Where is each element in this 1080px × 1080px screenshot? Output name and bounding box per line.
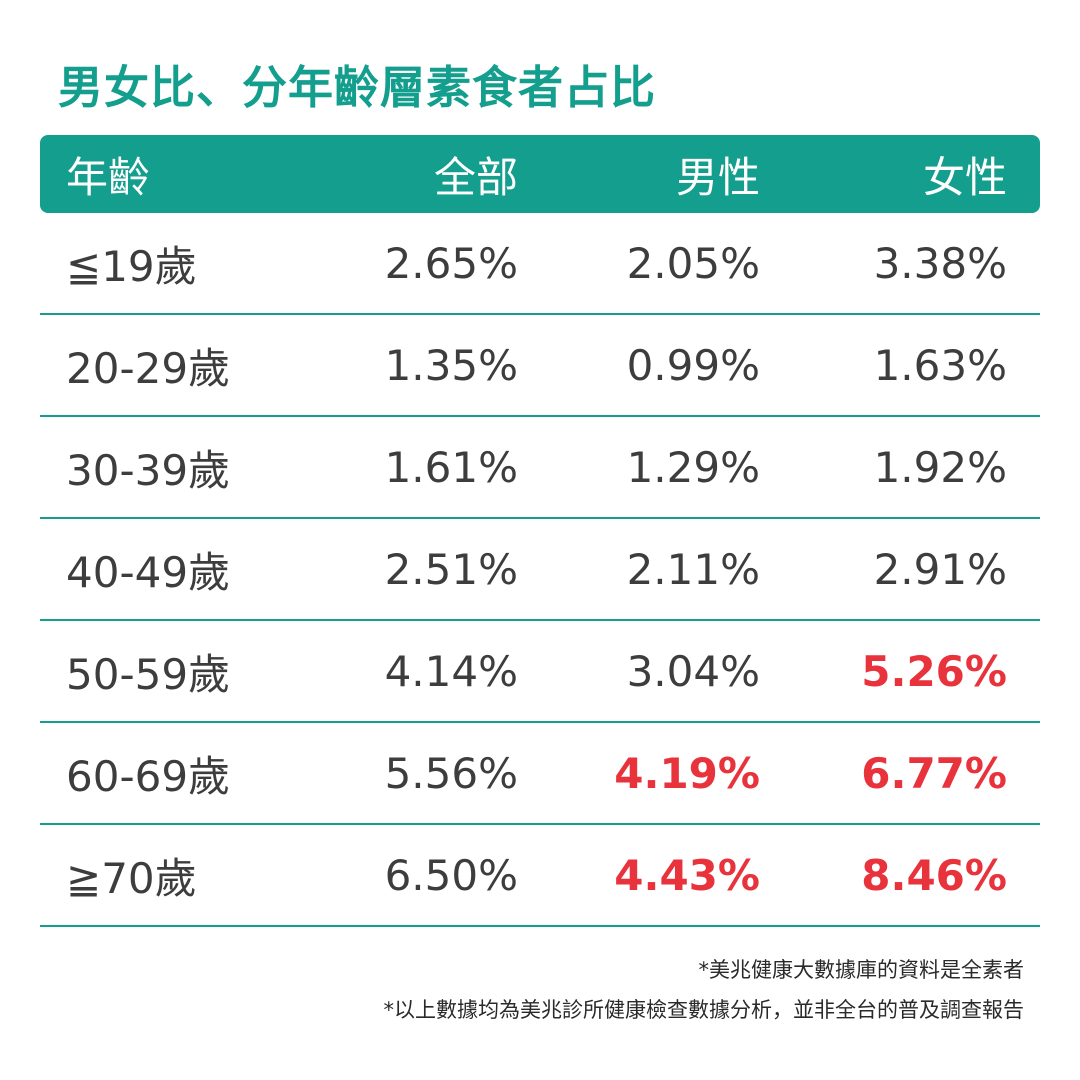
- all-value-cell: 2.65%: [384, 238, 518, 288]
- male-value-cell: 3.04%: [626, 646, 760, 696]
- chart-title: 男女比、分年齡層素食者占比: [58, 61, 657, 114]
- age-cell: 50-59歲: [66, 649, 231, 699]
- age-cell: ≧70歲: [66, 853, 197, 903]
- age-cell: 30-39歲: [66, 445, 231, 495]
- male-value-cell: 4.43%: [614, 850, 760, 900]
- table-row: 40-49歲 2.51% 2.11% 2.91%: [40, 519, 1040, 621]
- male-value-cell: 1.29%: [626, 442, 760, 492]
- all-value-cell: 6.50%: [384, 850, 518, 900]
- table-row: 50-59歲 4.14% 3.04% 5.26%: [40, 621, 1040, 723]
- column-header-male: 男性: [675, 152, 760, 202]
- column-header-age: 年齡: [66, 152, 151, 202]
- age-cell: 20-29歲: [66, 343, 231, 393]
- table-header: 年齡 全部 男性 女性: [40, 135, 1040, 213]
- age-cell: 40-49歲: [66, 547, 231, 597]
- column-header-all: 全部: [433, 152, 518, 202]
- table-row: 20-29歲 1.35% 0.99% 1.63%: [40, 315, 1040, 417]
- data-table: 年齡 全部 男性 女性 ≦19歲 2.65% 2.05% 3.38% 20-29…: [40, 135, 1040, 927]
- female-value-cell: 1.63%: [873, 340, 1007, 390]
- age-cell: ≦19歲: [66, 241, 197, 291]
- male-value-cell: 2.05%: [626, 238, 760, 288]
- female-value-cell: 6.77%: [861, 748, 1007, 798]
- table-row: 30-39歲 1.61% 1.29% 1.92%: [40, 417, 1040, 519]
- female-value-cell: 5.26%: [861, 646, 1007, 696]
- column-header-female: 女性: [922, 152, 1007, 202]
- footnote: *美兆健康大數據庫的資料是全素者: [698, 958, 1025, 982]
- female-value-cell: 8.46%: [861, 850, 1007, 900]
- age-cell: 60-69歲: [66, 751, 231, 801]
- all-value-cell: 1.35%: [384, 340, 518, 390]
- footnotes: *美兆健康大數據庫的資料是全素者 *以上數據均為美兆診所健康檢查數據分析，並非全…: [384, 950, 1025, 1030]
- table-row: ≦19歲 2.65% 2.05% 3.38%: [40, 213, 1040, 315]
- all-value-cell: 5.56%: [384, 748, 518, 798]
- male-value-cell: 2.11%: [626, 544, 760, 594]
- footnote: *以上數據均為美兆診所健康檢查數據分析，並非全台的普及調查報告: [383, 998, 1025, 1022]
- table-row: 60-69歲 5.56% 4.19% 6.77%: [40, 723, 1040, 825]
- female-value-cell: 3.38%: [873, 238, 1007, 288]
- female-value-cell: 2.91%: [873, 544, 1007, 594]
- male-value-cell: 0.99%: [626, 340, 760, 390]
- male-value-cell: 4.19%: [614, 748, 760, 798]
- all-value-cell: 1.61%: [384, 442, 518, 492]
- female-value-cell: 1.92%: [873, 442, 1007, 492]
- all-value-cell: 2.51%: [384, 544, 518, 594]
- table-row: ≧70歲 6.50% 4.43% 8.46%: [40, 825, 1040, 927]
- all-value-cell: 4.14%: [384, 646, 518, 696]
